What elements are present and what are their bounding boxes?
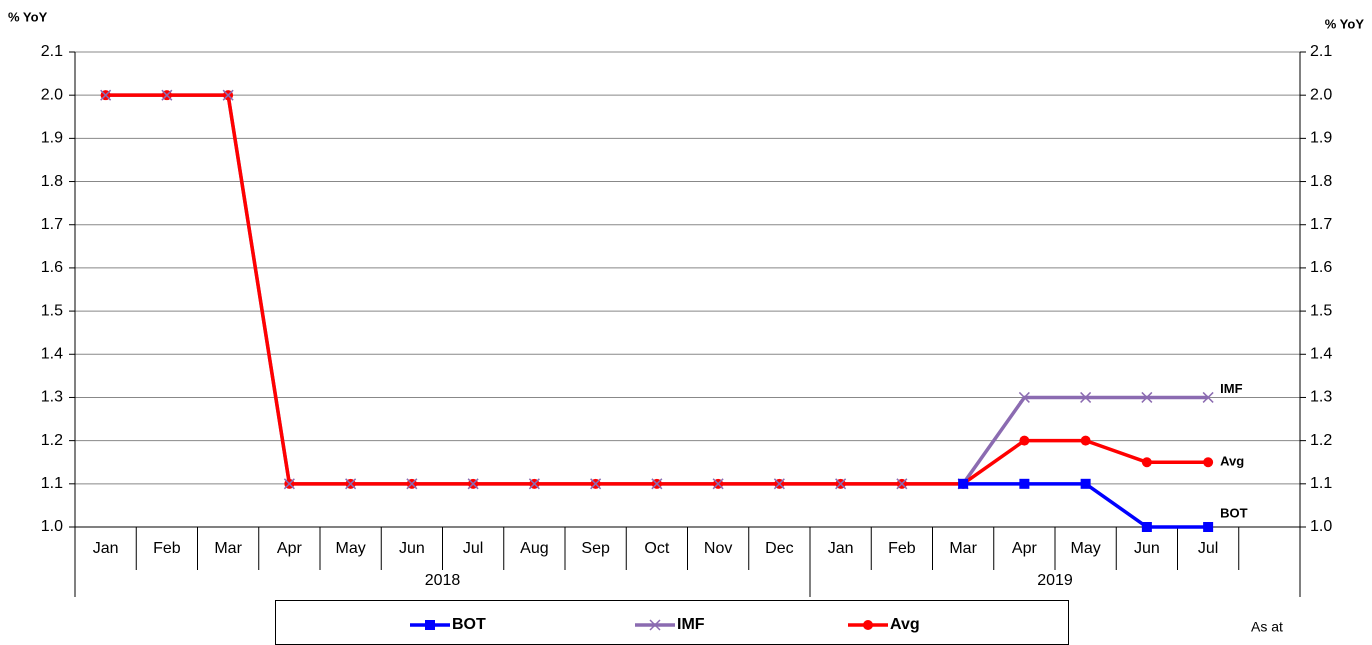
x-group-label: 2018 [425, 572, 461, 589]
y-tick-label: 1.1 [41, 475, 63, 492]
x-tick-label: Jul [1198, 540, 1218, 557]
y2-tick-label: 2.0 [1310, 86, 1332, 103]
legend-marker [425, 620, 435, 630]
y-tick-label: 1.4 [41, 345, 63, 362]
legend-label: Avg [890, 616, 920, 633]
x-tick-label: Feb [888, 540, 916, 557]
x-tick-label: Jan [828, 540, 854, 557]
marker [1081, 479, 1091, 489]
x-tick-label: Sep [581, 540, 610, 557]
y2-tick-label: 1.7 [1310, 216, 1332, 233]
marker [1019, 479, 1029, 489]
marker [1203, 457, 1213, 467]
y-tick-label: 1.7 [41, 216, 63, 233]
series-end-label: Avg [1220, 454, 1244, 469]
x-group-label: 2019 [1037, 572, 1073, 589]
x-tick-label: Jul [463, 540, 483, 557]
x-tick-label: Dec [765, 540, 793, 557]
series-end-label: IMF [1220, 381, 1242, 396]
marker [958, 479, 968, 489]
y2-tick-label: 1.8 [1310, 173, 1332, 190]
series-line [106, 95, 1209, 484]
chart: % YoY % YoY As at 1.0 1.1 1.2 1.3 1.4 1.5 1.6 1… [0, 0, 1372, 645]
x-tick-label: Mar [214, 540, 242, 557]
x-tick-label: Nov [704, 540, 732, 557]
annotation: As at [1251, 619, 1283, 635]
legend-box [276, 601, 1069, 645]
legend-label: BOT [452, 616, 486, 633]
y-tick-label: 2.1 [41, 43, 63, 60]
y-tick-label: 1.0 [41, 518, 63, 535]
y2-tick-label: 1.2 [1310, 432, 1332, 449]
y-axis-label: % YoY [8, 9, 48, 24]
y-tick-label: 1.2 [41, 432, 63, 449]
y2-tick-label: 1.9 [1310, 130, 1332, 147]
marker [1142, 457, 1152, 467]
x-tick-label: Aug [520, 540, 548, 557]
y2-tick-label: 2.1 [1310, 43, 1332, 60]
marker [1019, 436, 1029, 446]
y2-tick-label: 1.1 [1310, 475, 1332, 492]
x-tick-label: Jun [1134, 540, 1160, 557]
x-tick-label: Oct [644, 540, 669, 557]
y2-tick-label: 1.6 [1310, 259, 1332, 276]
series-end-label: BOT [1220, 505, 1248, 520]
y2-tick-label: 1.0 [1310, 518, 1332, 535]
y2-axis-label: % YoY [1325, 16, 1365, 31]
y-tick-label: 1.5 [41, 302, 63, 319]
series-line [963, 484, 1208, 527]
x-tick-label: Apr [277, 540, 303, 557]
legend-marker [863, 620, 873, 630]
x-tick-label: Feb [153, 540, 181, 557]
x-tick-label: May [336, 540, 366, 557]
y2-tick-label: 1.3 [1310, 389, 1332, 406]
x-tick-label: Apr [1012, 540, 1038, 557]
y-tick-label: 1.9 [41, 130, 63, 147]
legend-label: IMF [677, 616, 705, 633]
marker [1142, 522, 1152, 532]
x-tick-label: Mar [949, 540, 977, 557]
marker [1081, 436, 1091, 446]
y-tick-label: 1.3 [41, 389, 63, 406]
y-tick-label: 1.8 [41, 173, 63, 190]
x-tick-label: May [1071, 540, 1101, 557]
series-line [106, 95, 1209, 484]
y2-tick-label: 1.5 [1310, 302, 1332, 319]
y2-tick-label: 1.4 [1310, 345, 1332, 362]
y-tick-label: 2.0 [41, 86, 63, 103]
y-tick-label: 1.6 [41, 259, 63, 276]
marker [1203, 522, 1213, 532]
x-tick-label: Jan [93, 540, 119, 557]
x-tick-label: Jun [399, 540, 425, 557]
